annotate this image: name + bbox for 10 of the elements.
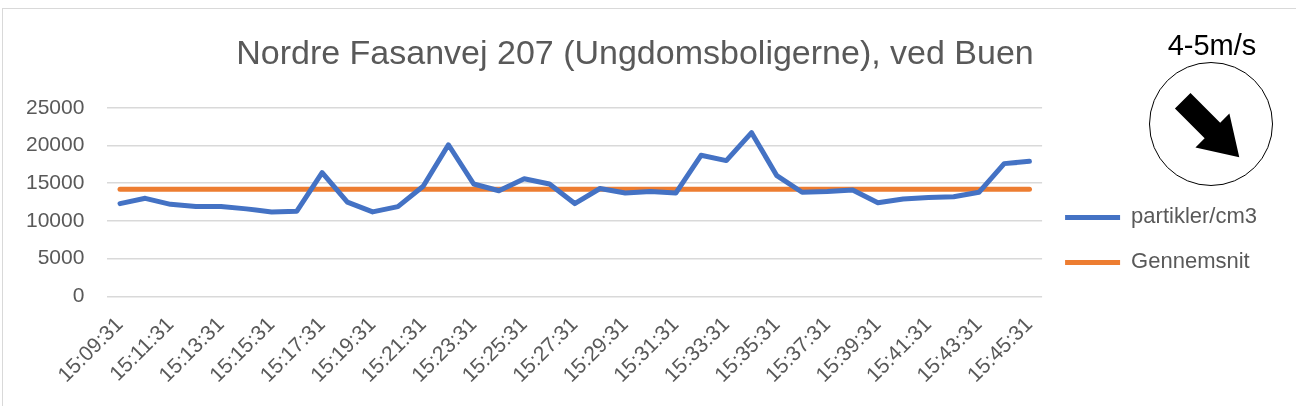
y-tick-label: 10000	[25, 207, 85, 231]
y-tick-label: 20000	[25, 132, 85, 156]
legend-label: Gennemsnit	[1131, 248, 1250, 274]
legend-label: partikler/cm3	[1131, 203, 1257, 229]
y-tick-label: 25000	[25, 94, 85, 118]
y-tick-label: 0	[72, 283, 85, 307]
text: 4-5m/s	[1167, 29, 1257, 61]
chart-title: Nordre Fasanvej 207 (Ungdomsboligerne), ved Buen	[236, 32, 1034, 71]
y-tick-label: 5000	[37, 245, 85, 269]
y-tick-label: 15000	[25, 170, 85, 194]
